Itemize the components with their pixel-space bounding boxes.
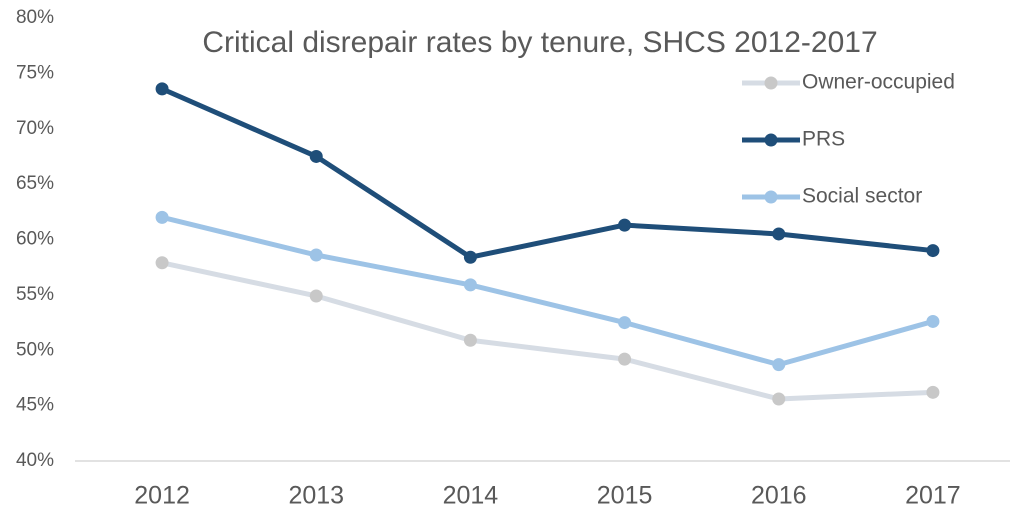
legend-label: Social sector [802,185,922,208]
point [155,210,169,224]
point [309,248,323,262]
legend-marker [764,133,778,147]
point [155,256,169,270]
y-tick-label: 70% [16,118,54,139]
point [463,278,477,292]
point [772,227,786,241]
series-line [161,260,934,402]
point [463,250,477,264]
x-tick-label: 2017 [905,482,961,510]
point [618,218,632,232]
x-tick-label: 2016 [751,482,807,510]
point [772,392,786,406]
point [926,244,940,258]
point [772,358,786,372]
point [926,314,940,328]
y-tick-label: 50% [16,339,54,360]
point [309,149,323,163]
x-tick-label: 2014 [443,482,499,510]
x-tick-label: 2012 [134,482,190,510]
y-tick-label: 80% [16,7,54,28]
point [309,289,323,303]
legend-marker [764,76,778,90]
y-tick-label: 65% [16,173,54,194]
series-line [161,214,934,368]
point [463,333,477,347]
y-tick-label: 40% [16,450,54,471]
x-tick-label: 2013 [288,482,344,510]
legend-label: PRS [802,128,845,151]
point [618,316,632,330]
y-tick-label: 55% [16,284,54,305]
point [155,82,169,96]
x-tick-label: 2015 [597,482,653,510]
legend-marker [764,190,778,204]
legend-label: Owner-occupied [802,71,955,94]
series-line [161,86,934,260]
y-tick-label: 75% [16,62,54,83]
y-tick-label: 60% [16,229,54,250]
y-tick-label: 45% [16,395,54,416]
point [926,385,940,399]
chart-title: Critical disrepair rates by tenure, SHCS… [202,26,877,59]
point [618,352,632,366]
